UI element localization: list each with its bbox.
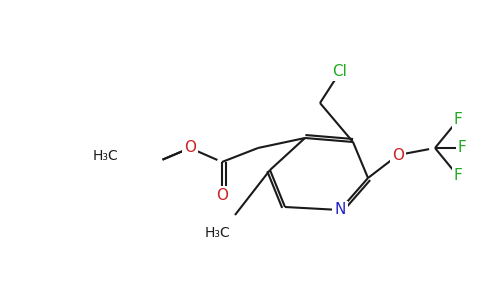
Text: Cl: Cl — [333, 64, 348, 80]
Text: O: O — [216, 188, 228, 202]
Text: H: H — [102, 152, 112, 164]
Text: H₃C: H₃C — [92, 149, 118, 163]
Text: H₃C: H₃C — [204, 226, 230, 240]
Text: F: F — [454, 112, 462, 128]
Text: F: F — [458, 140, 467, 155]
Text: N: N — [334, 202, 346, 217]
Text: F: F — [454, 169, 462, 184]
Text: O: O — [184, 140, 196, 155]
Text: O: O — [392, 148, 404, 163]
